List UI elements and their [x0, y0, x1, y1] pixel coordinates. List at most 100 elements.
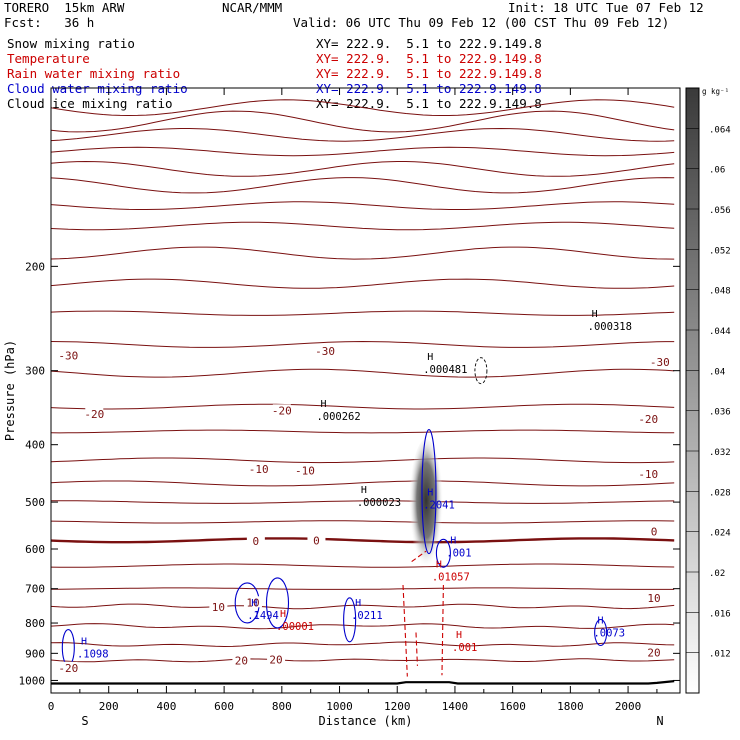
- cloud-water-contour: [265, 577, 290, 629]
- field-name: Cloud ice mixing ratio: [7, 96, 173, 111]
- surface-line: [51, 680, 675, 685]
- isotherm-line: [51, 177, 675, 194]
- colorbar-tick-label: .016: [709, 609, 731, 619]
- isotherm-line: [51, 520, 675, 524]
- y-tick-label: 400: [25, 439, 45, 452]
- x-axis-label: Distance (km): [319, 714, 413, 728]
- field-xy-range: XY= 222.9. 5.1 to 222.9.149.8: [316, 51, 542, 66]
- x-tick-label: 600: [214, 700, 234, 713]
- isotherm-line: [51, 457, 675, 464]
- colorbar-tick-label: .024: [709, 529, 731, 539]
- isotherm-label: 0: [651, 525, 658, 538]
- max-value-label: .001: [452, 642, 477, 654]
- isotherm-line: [51, 99, 675, 117]
- y-tick-label: 200: [25, 260, 45, 273]
- x-tick-label: 200: [99, 700, 119, 713]
- isotherm-line: [51, 340, 675, 348]
- isotherm-line: [51, 500, 675, 504]
- max-value-label: .2041: [423, 500, 455, 512]
- isotherm-line: [51, 603, 675, 610]
- max-value-label: .000481: [423, 364, 467, 376]
- colorbar-tick-label: .056: [709, 206, 731, 216]
- max-value-label: .0073: [593, 628, 625, 640]
- y-tick-label: 500: [25, 496, 45, 509]
- isotherm-line: [51, 146, 675, 157]
- isotherm-label: -10: [638, 468, 658, 481]
- isotherm-label: -30: [58, 350, 78, 363]
- max-marker: H: [280, 609, 286, 620]
- isotherm-label: 0: [253, 535, 260, 548]
- isotherm-label: -20: [58, 662, 78, 675]
- field-xy-range: XY= 222.9. 5.1 to 222.9.149.8: [316, 36, 542, 51]
- cloud-water-contour: [61, 629, 75, 667]
- isotherm-line: [51, 246, 675, 260]
- isotherm-label: -10: [249, 463, 269, 476]
- colorbar-tick-label: .02: [709, 569, 725, 579]
- x-tick-label: 1200: [384, 700, 411, 713]
- max-marker: H: [456, 630, 462, 641]
- isotherm-label: 10: [246, 596, 259, 609]
- max-value-label: .01057: [432, 571, 470, 583]
- isotherm-label: 20: [269, 654, 282, 667]
- cloud-water-contour: [594, 618, 608, 647]
- plot-frame: [50, 87, 681, 694]
- max-marker: H: [450, 535, 456, 546]
- isotherm-label: 10: [212, 601, 225, 614]
- max-value-label: .1098: [77, 648, 109, 660]
- max-marker: H: [597, 616, 603, 627]
- y-tick-label: 700: [25, 583, 45, 596]
- x-tick-label: 1000: [326, 700, 353, 713]
- y-tick-label: 1000: [19, 674, 46, 687]
- colorbar-tick-label: .036: [709, 408, 731, 418]
- isotherm-line: [51, 310, 675, 316]
- cloud-water-contour: [435, 538, 451, 568]
- isotherm-label: -20: [638, 413, 658, 426]
- x-tick-label: 400: [156, 700, 176, 713]
- colorbar-tick-label: .028: [709, 488, 731, 498]
- isotherm-line: [51, 403, 675, 410]
- x-tick-label: 1400: [442, 700, 469, 713]
- y-axis-label: Pressure (hPa): [3, 340, 17, 441]
- isotherm-label: -30: [315, 345, 335, 358]
- colorbar-unit: g kg⁻¹: [702, 87, 729, 96]
- colorbar-tick-label: .032: [709, 448, 731, 458]
- max-value-label: .0211: [351, 610, 383, 622]
- max-value-label: .000262: [316, 411, 360, 423]
- cloud-water-contour: [421, 429, 437, 555]
- x-tick-label: 0: [48, 700, 55, 713]
- isotherm-line: [51, 127, 675, 142]
- isotherm-line: [51, 201, 675, 210]
- snow-contour: [474, 357, 488, 385]
- isotherm-line: [51, 278, 675, 289]
- rain-water-contour: [411, 550, 427, 563]
- max-marker: H: [427, 352, 433, 363]
- x-tick-label: 1600: [499, 700, 526, 713]
- field-name: Snow mixing ratio: [7, 36, 135, 51]
- max-value-label: .000318: [588, 321, 632, 333]
- y-tick-label: 300: [25, 365, 45, 378]
- north-label: N: [656, 714, 663, 728]
- center-name: NCAR/MMM: [222, 0, 283, 15]
- cloud-water-contour: [343, 597, 357, 643]
- isotherm-line: [51, 160, 675, 177]
- isotherm-label: 0: [313, 534, 320, 547]
- max-marker: H: [320, 399, 326, 410]
- field-xy-range: XY= 222.9. 5.1 to 222.9.149.8: [316, 66, 542, 81]
- max-marker: H: [436, 559, 442, 570]
- field-name: Temperature: [7, 51, 90, 66]
- rain-water-contour: [441, 584, 444, 676]
- isotherm-line: [51, 641, 675, 648]
- isotherm-label: 10: [647, 592, 660, 605]
- colorbar-tick-label: .04: [709, 367, 725, 377]
- isotherm-line: [51, 537, 675, 544]
- y-tick-label: 600: [25, 543, 45, 556]
- isotherm-line: [51, 429, 675, 434]
- max-value-label: .000023: [357, 497, 401, 509]
- model-title: TORERO 15km ARW: [4, 0, 125, 15]
- shaded-cloud-ice: [409, 439, 444, 576]
- isotherm-label: -20: [272, 404, 292, 417]
- isotherm-line: [51, 221, 675, 231]
- x-tick-label: 2000: [615, 700, 642, 713]
- colorbar-tick-label: .048: [709, 287, 731, 297]
